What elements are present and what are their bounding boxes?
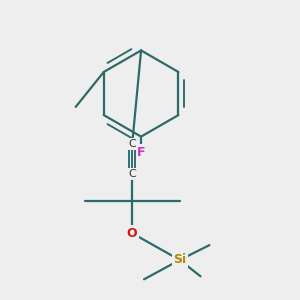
Text: F: F	[137, 146, 145, 159]
Text: Si: Si	[173, 254, 186, 266]
Text: O: O	[127, 227, 137, 240]
Text: C: C	[128, 139, 136, 149]
Text: C: C	[128, 169, 136, 179]
